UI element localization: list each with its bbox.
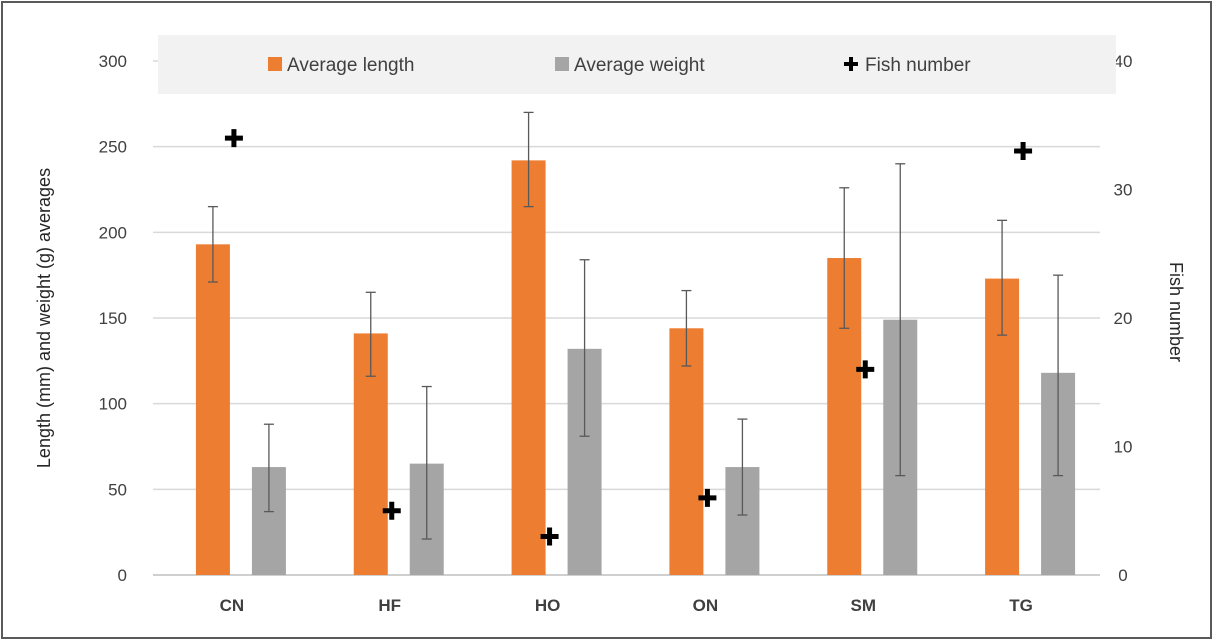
y2-tick-label: 20 (1114, 309, 1133, 328)
legend-label-fish-number: Fish number (865, 55, 971, 76)
x-tick-label: CN (220, 596, 245, 615)
x-tick-label: SM (851, 596, 877, 615)
y-tick-label: 100 (99, 395, 127, 414)
y-tick-label: 0 (118, 566, 127, 585)
fish-number-marker (540, 527, 559, 546)
fish-number-marker (382, 501, 401, 520)
x-tick-label: HO (535, 596, 561, 615)
legend-label-weight: Average weight (574, 55, 705, 76)
y2-tick-label: 0 (1118, 566, 1127, 585)
x-tick-label: ON (693, 596, 719, 615)
y-tick-label: 200 (99, 223, 127, 242)
bar-length (511, 160, 546, 575)
y2-tick-label: 30 (1114, 181, 1133, 200)
legend: Average length Average weight Fish numbe… (158, 35, 1116, 94)
y-tick-label: 50 (108, 480, 127, 499)
fish-number-marker (1014, 141, 1033, 160)
x-tick-label: HF (378, 596, 401, 615)
right-axis-ticks: 0 10 20 30 40 (1114, 52, 1133, 585)
y-tick-label: 150 (99, 309, 127, 328)
bar-length (669, 328, 704, 575)
fish-number-marker (698, 488, 717, 507)
y2-tick-label: 10 (1114, 438, 1133, 457)
bar-length (195, 244, 230, 575)
y2-tick-label: 40 (1114, 52, 1133, 71)
fish-number-marker (856, 360, 875, 379)
y-tick-label: 300 (99, 52, 127, 71)
y-axis-title: Length (mm) and weight (g) averages (34, 168, 54, 468)
legend-box (158, 35, 1116, 94)
legend-swatch-length (268, 57, 282, 71)
fish-number-markers (224, 129, 1033, 546)
error-bars (207, 111, 1064, 540)
y-tick-label: 250 (99, 138, 127, 157)
x-tick-label: TG (1009, 596, 1033, 615)
left-axis-ticks: 0 50 100 150 200 250 300 (99, 52, 127, 585)
category-labels: CN HF HO ON SM TG (220, 596, 1033, 615)
legend-swatch-weight (555, 57, 569, 71)
legend-label-length: Average length (287, 55, 414, 76)
fish-number-marker (224, 129, 243, 148)
legend-marker-fish-number (844, 57, 858, 71)
y2-axis-title: Fish number (1166, 262, 1186, 362)
